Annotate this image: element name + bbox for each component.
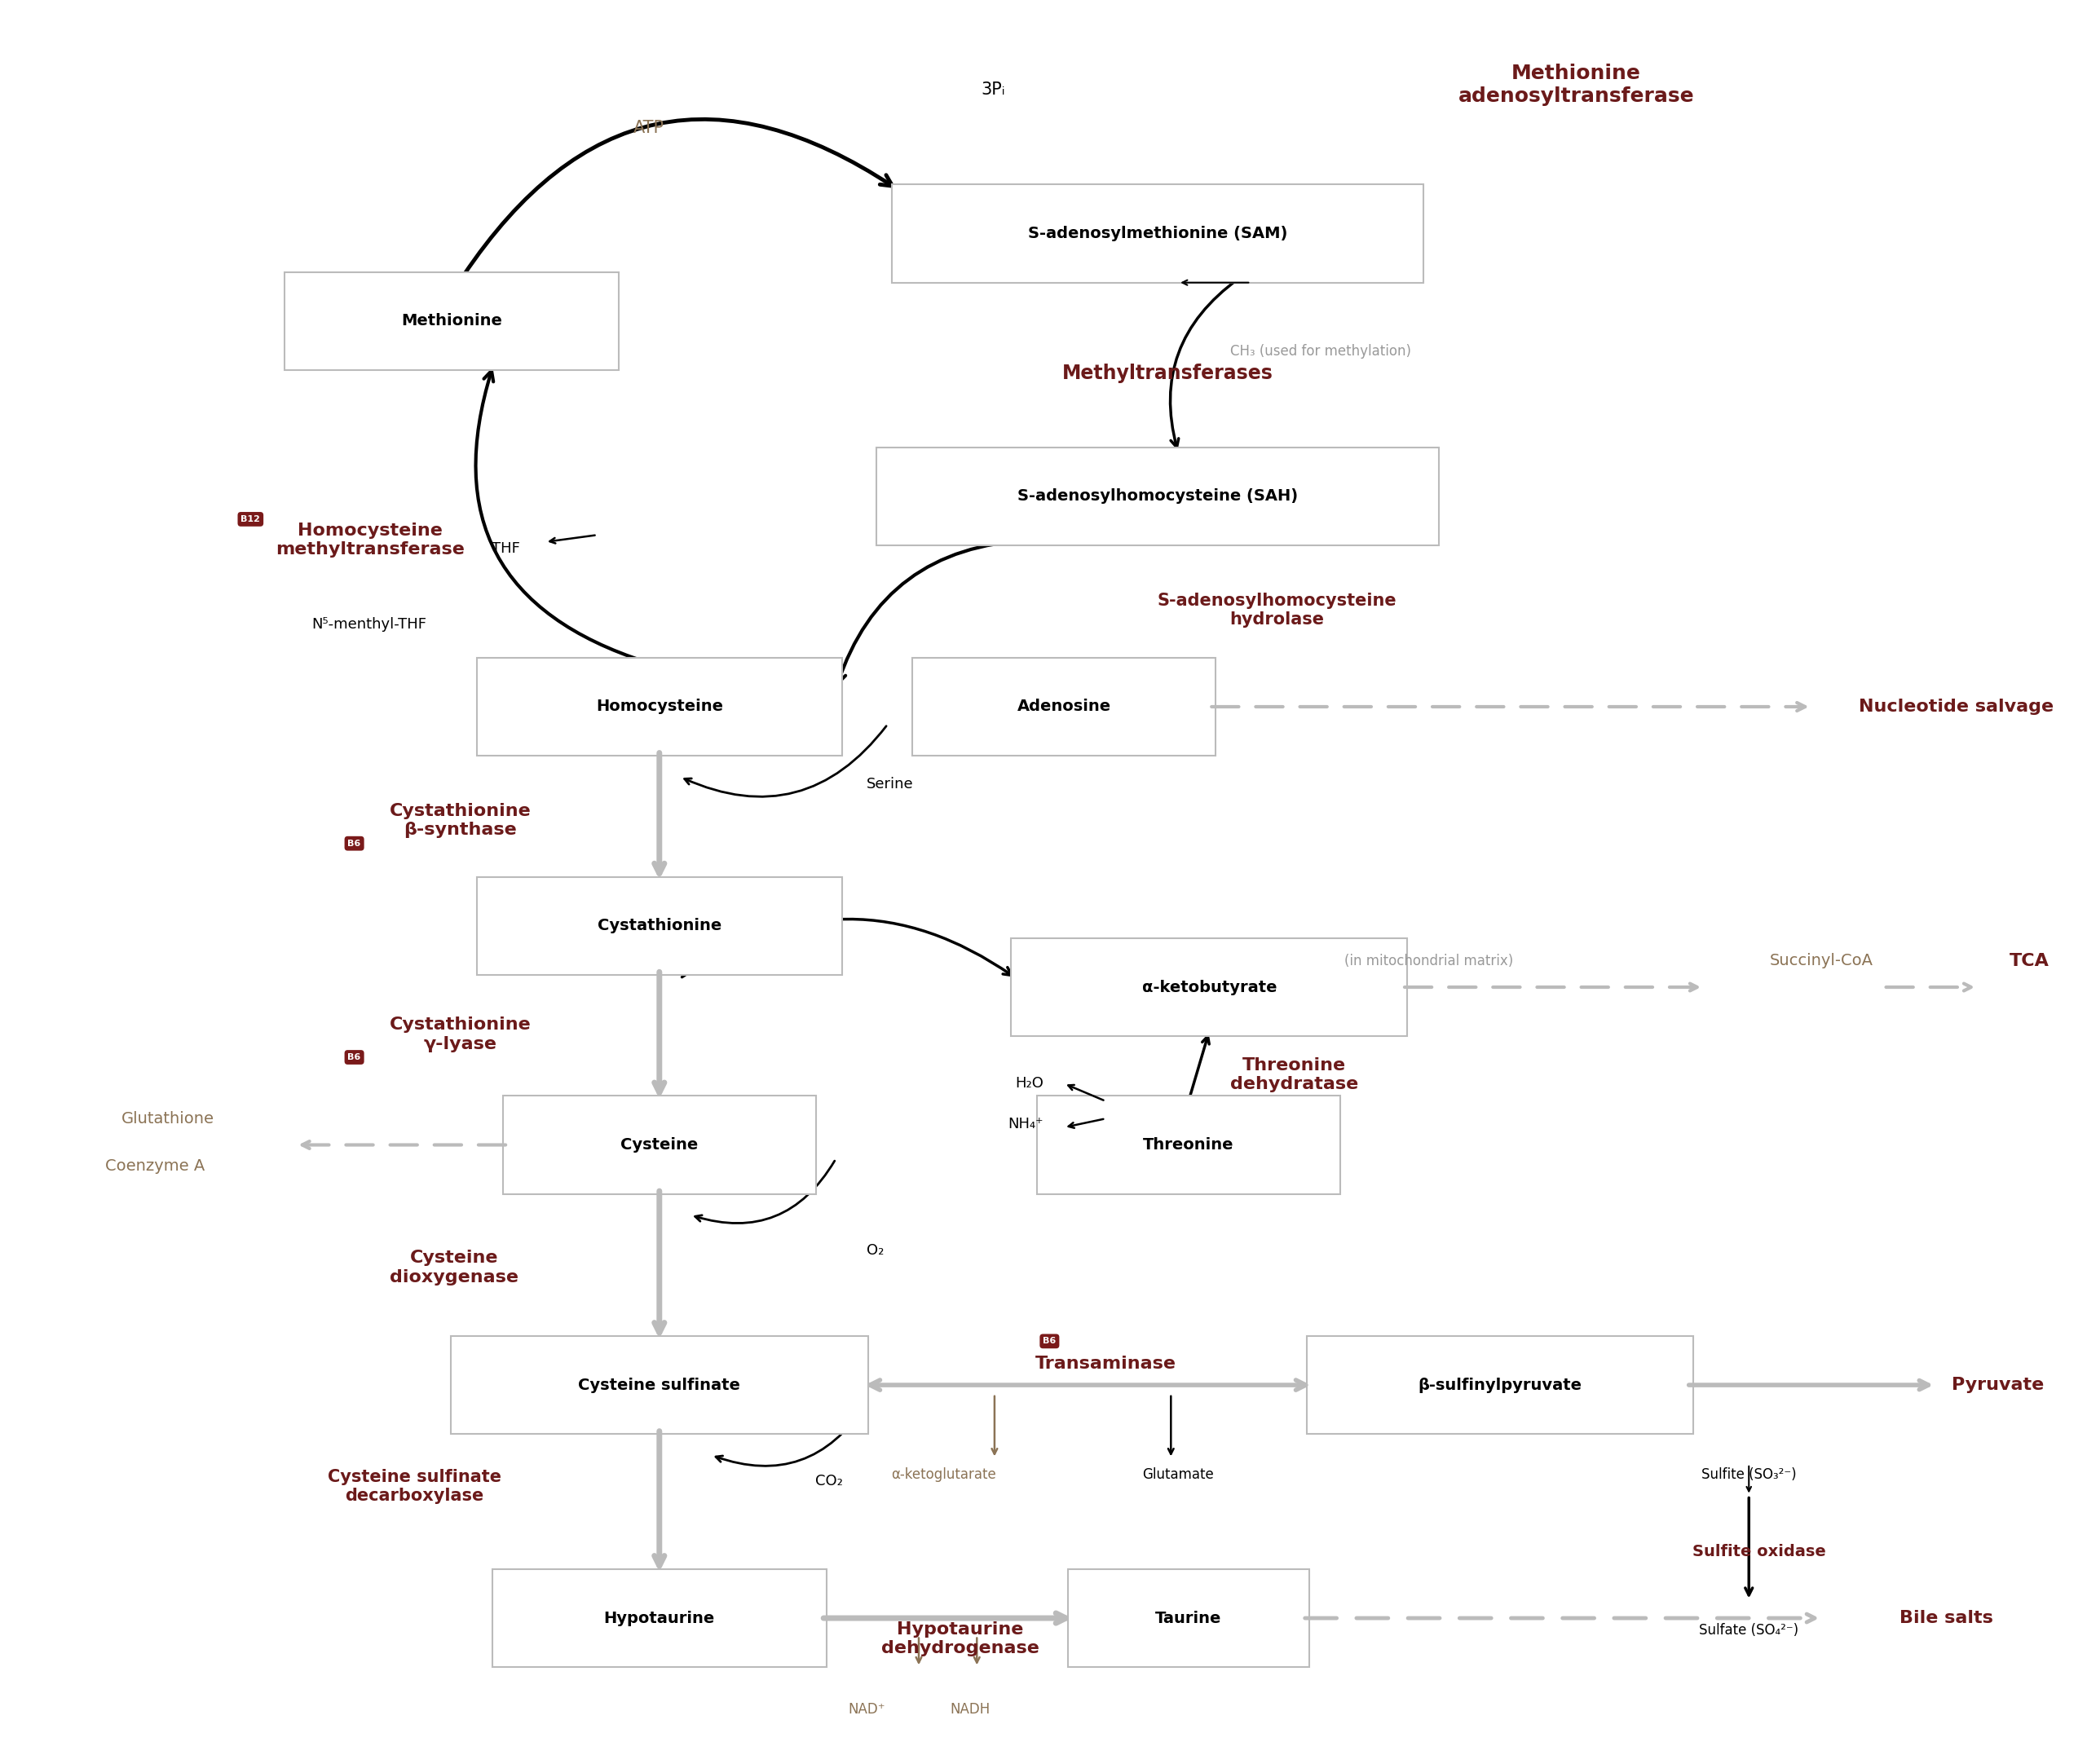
Text: S-adenosylhomocysteine (SAH): S-adenosylhomocysteine (SAH)	[1016, 489, 1298, 505]
Text: Glutathione: Glutathione	[121, 1111, 215, 1127]
Text: Cysteine: Cysteine	[620, 1138, 699, 1152]
Text: Methionine
adenosyltransferase: Methionine adenosyltransferase	[1459, 64, 1695, 106]
Text: Sulfite oxidase: Sulfite oxidase	[1693, 1544, 1826, 1559]
Text: B6: B6	[349, 840, 361, 847]
FancyBboxPatch shape	[503, 1095, 816, 1194]
FancyBboxPatch shape	[891, 185, 1423, 282]
Text: Cysteine
dioxygenase: Cysteine dioxygenase	[390, 1251, 518, 1286]
Text: NH₄⁺: NH₄⁺	[1008, 1117, 1044, 1131]
Text: N⁵-menthyl-THF: N⁵-menthyl-THF	[311, 617, 426, 632]
Text: Transaminase: Transaminase	[1035, 1357, 1177, 1372]
Text: Hypotaurine: Hypotaurine	[603, 1611, 716, 1626]
Text: Glutamate: Glutamate	[1142, 1468, 1215, 1482]
Text: α-ketoglutarate: α-ketoglutarate	[891, 1468, 995, 1482]
FancyBboxPatch shape	[1069, 1568, 1309, 1667]
Text: β-sulfinylpyruvate: β-sulfinylpyruvate	[1417, 1378, 1582, 1394]
Text: Nucleotide salvage: Nucleotide salvage	[1860, 699, 2054, 714]
FancyBboxPatch shape	[1010, 938, 1407, 1035]
FancyBboxPatch shape	[476, 658, 841, 755]
Text: Coenzyme A: Coenzyme A	[104, 1159, 205, 1173]
Text: Serine: Serine	[866, 776, 914, 792]
Text: 3Pᵢ: 3Pᵢ	[981, 81, 1006, 99]
FancyBboxPatch shape	[451, 1335, 868, 1434]
Text: Sulfate (SO₄²⁻): Sulfate (SO₄²⁻)	[1699, 1623, 1799, 1637]
Text: Succinyl-CoA: Succinyl-CoA	[1770, 953, 1874, 968]
Text: Threonine: Threonine	[1144, 1138, 1233, 1152]
Text: THF: THF	[493, 542, 520, 556]
FancyBboxPatch shape	[284, 272, 620, 370]
FancyBboxPatch shape	[912, 658, 1215, 755]
FancyBboxPatch shape	[1306, 1335, 1693, 1434]
Text: Methyltransferases: Methyltransferases	[1062, 363, 1273, 383]
Text: Cystathionine: Cystathionine	[597, 917, 722, 933]
Text: TCA: TCA	[2010, 953, 2049, 968]
Text: Threonine
dehydratase: Threonine dehydratase	[1229, 1057, 1359, 1092]
Text: NADH: NADH	[950, 1702, 989, 1716]
Text: Homocysteine
methyltransferase: Homocysteine methyltransferase	[275, 522, 465, 557]
Text: CO₂: CO₂	[816, 1475, 843, 1489]
Text: Sulfite (SO₃²⁻): Sulfite (SO₃²⁻)	[1701, 1468, 1797, 1482]
Text: Cystathionine
γ-lyase: Cystathionine γ-lyase	[390, 1016, 532, 1051]
Text: Bile salts: Bile salts	[1899, 1611, 1993, 1626]
Text: (in mitochondrial matrix): (in mitochondrial matrix)	[1344, 954, 1513, 968]
Text: NAD⁺: NAD⁺	[849, 1702, 885, 1716]
Text: Pyruvate: Pyruvate	[1951, 1378, 2043, 1394]
Text: Cysteine sulfinate: Cysteine sulfinate	[578, 1378, 741, 1394]
Text: S-adenosylhomocysteine
hydrolase: S-adenosylhomocysteine hydrolase	[1158, 593, 1396, 628]
FancyBboxPatch shape	[877, 448, 1438, 545]
Text: B6: B6	[349, 1053, 361, 1062]
Text: B6: B6	[1044, 1337, 1056, 1346]
Text: CH₃ (used for methylation): CH₃ (used for methylation)	[1229, 344, 1411, 358]
FancyBboxPatch shape	[476, 877, 841, 975]
Text: Adenosine: Adenosine	[1016, 699, 1110, 714]
FancyBboxPatch shape	[1037, 1095, 1340, 1194]
Text: Cysteine sulfinate
decarboxylase: Cysteine sulfinate decarboxylase	[328, 1469, 501, 1505]
FancyBboxPatch shape	[493, 1568, 826, 1667]
Text: O₂: O₂	[866, 1242, 885, 1258]
Text: Taurine: Taurine	[1156, 1611, 1221, 1626]
Text: Cystathionine
β-synthase: Cystathionine β-synthase	[390, 803, 532, 838]
Text: B12: B12	[240, 515, 261, 524]
Text: Hypotaurine
dehydrogenase: Hypotaurine dehydrogenase	[881, 1621, 1039, 1656]
Text: H₂O: H₂O	[1014, 1076, 1044, 1090]
Text: S-adenosylmethionine (SAM): S-adenosylmethionine (SAM)	[1027, 226, 1288, 242]
Text: ATP: ATP	[634, 120, 664, 136]
Text: Homocysteine: Homocysteine	[595, 699, 722, 714]
Text: Methionine: Methionine	[401, 314, 503, 328]
Text: α-ketobutyrate: α-ketobutyrate	[1142, 979, 1277, 995]
